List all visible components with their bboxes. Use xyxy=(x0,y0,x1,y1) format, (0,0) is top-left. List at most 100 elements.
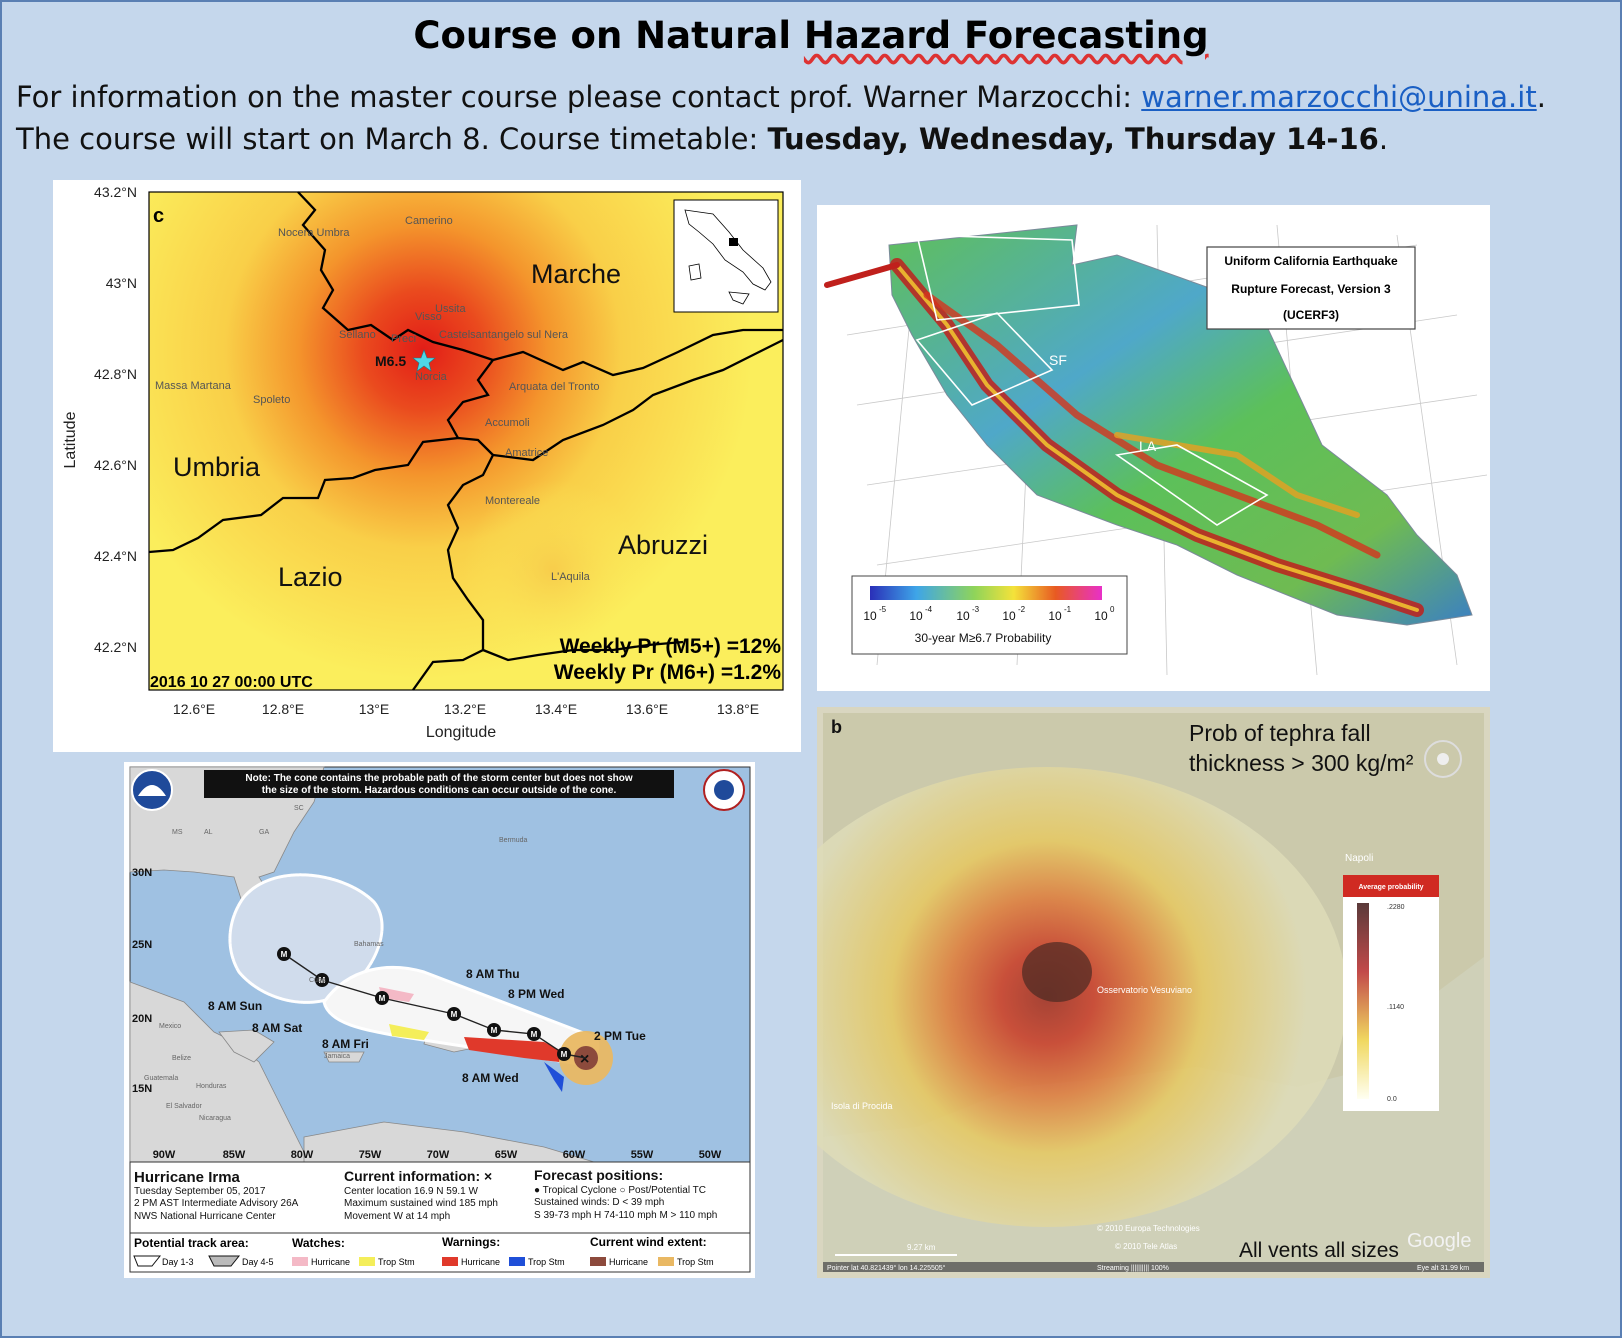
procida-label: Isola di Procida xyxy=(831,1101,893,1111)
lon-labels: 90W 85W 80W 75W 70W 65W 60W 55W 50W xyxy=(153,1149,722,1161)
svg-text:55W: 55W xyxy=(631,1149,654,1161)
svg-text:10: 10 xyxy=(1094,609,1108,623)
storm-info: Hurricane Irma Tuesday September 05, 201… xyxy=(134,1167,717,1222)
svg-text:Hurricane Irma: Hurricane Irma xyxy=(134,1169,241,1186)
noaa-logo xyxy=(131,769,173,811)
svg-text:Nicaragua: Nicaragua xyxy=(199,1115,231,1122)
svg-text:13.2°E: 13.2°E xyxy=(444,701,486,717)
svg-text:10: 10 xyxy=(1048,609,1062,623)
svg-text:Trop Stm: Trop Stm xyxy=(378,1257,415,1267)
region-labels: Marche Umbria Lazio Abruzzi xyxy=(173,259,708,592)
svg-text:8 AM Thu: 8 AM Thu xyxy=(466,967,520,981)
svg-text:M: M xyxy=(319,976,326,985)
google-logo: Google xyxy=(1407,1230,1472,1252)
land-masses xyxy=(129,766,595,1163)
forecast-labels: 8 AM Thu 8 PM Wed 2 PM Tue 8 AM Wed 8 AM… xyxy=(208,967,646,1085)
tephra-fall-map: b Prob of tephra fall thickness > 300 kg… xyxy=(817,707,1490,1278)
svg-text:El Salvador: El Salvador xyxy=(166,1103,202,1110)
lat-labels: 30N 25N 20N 15N xyxy=(132,867,152,1095)
y-axis-label: Latitude xyxy=(62,411,79,468)
forecast-points xyxy=(277,947,571,1061)
svg-text:Massa Martana: Massa Martana xyxy=(155,380,232,392)
svg-text:80W: 80W xyxy=(291,1149,314,1161)
tephra-title-line1: Prob of tephra fall xyxy=(1189,720,1371,746)
svg-text:Jamaica: Jamaica xyxy=(324,1053,350,1060)
svg-text:42.8°N: 42.8°N xyxy=(94,366,137,382)
svg-text:42.2°N: 42.2°N xyxy=(94,639,137,655)
svg-text:Bermuda: Bermuda xyxy=(499,837,528,844)
timetable-period: . xyxy=(1378,122,1389,156)
start-text: The course will start on March 8. Course… xyxy=(16,122,768,156)
copyright-2: © 2010 Tele Atlas xyxy=(1115,1242,1177,1251)
current-position-icon: × xyxy=(580,1051,589,1068)
svg-text:M: M xyxy=(451,1010,458,1019)
svg-text:M: M xyxy=(379,994,386,1003)
svg-text:Rupture Forecast, Version 3: Rupture Forecast, Version 3 xyxy=(1231,282,1391,296)
svg-text:12.6°E: 12.6°E xyxy=(173,701,215,717)
svg-text:AL: AL xyxy=(204,829,213,836)
svg-text:Uniform California Earthquake: Uniform California Earthquake xyxy=(1224,254,1398,268)
la-label: LA xyxy=(1139,438,1157,454)
svg-text:.2280: .2280 xyxy=(1387,904,1405,911)
svg-text:Cuba: Cuba xyxy=(309,977,326,984)
svg-text:Arquata del Tronto: Arquata del Tronto xyxy=(509,381,600,393)
all-vents-label: All vents all sizes xyxy=(1239,1239,1399,1262)
svg-text:Warnings:: Warnings: xyxy=(442,1235,500,1249)
svg-text:-1: -1 xyxy=(1064,605,1072,614)
svg-text:42.6°N: 42.6°N xyxy=(94,457,137,473)
svg-text:Guatemala: Guatemala xyxy=(144,1075,178,1082)
svg-text:-3: -3 xyxy=(972,605,980,614)
ucerf3-california-map: SF LA Uniform California Earthquake Rupt… xyxy=(817,205,1490,691)
status-pointer: Pointer lat 40.821439° lon 14.225505° xyxy=(827,1264,946,1272)
svg-text:GA: GA xyxy=(259,829,269,836)
italy-forecast-map: 43.2°N 43°N 42.8°N 42.6°N 42.4°N 42.2°N … xyxy=(53,180,801,752)
svg-text:Hurricane: Hurricane xyxy=(461,1257,500,1267)
svg-text:● Tropical Cyclone ○ Post/Po: ● Tropical Cyclone ○ Post/Potential TC xyxy=(534,1185,706,1196)
region-borders xyxy=(148,191,784,691)
weekly-prob-m5: Weekly Pr (M5+) =12% xyxy=(560,635,782,658)
svg-text:Belize: Belize xyxy=(172,1055,191,1062)
svg-text:70W: 70W xyxy=(427,1149,450,1161)
svg-text:13°E: 13°E xyxy=(359,701,390,717)
svg-text:Hurricane: Hurricane xyxy=(311,1257,350,1267)
town-labels: Camerino Nocera Umbra Ussita Visso Sella… xyxy=(155,215,600,583)
timetable-line: The course will start on March 8. Course… xyxy=(16,122,1388,156)
california-landmass xyxy=(888,224,1473,626)
svg-text:SC: SC xyxy=(294,805,304,812)
forecast-date: 2016 10 27 00:00 UTC xyxy=(150,674,313,691)
svg-text:65W: 65W xyxy=(495,1149,518,1161)
svg-text:.1140: .1140 xyxy=(1387,1004,1404,1011)
svg-text:30N: 30N xyxy=(132,867,152,879)
svg-text:Trop Stm: Trop Stm xyxy=(677,1257,714,1267)
svg-text:13.6°E: 13.6°E xyxy=(626,701,668,717)
svg-text:Movement W at 14 mph: Movement W at 14 mph xyxy=(344,1211,450,1222)
svg-text:Day 1-3: Day 1-3 xyxy=(162,1257,194,1267)
svg-text:Potential track area:: Potential track area: xyxy=(134,1236,249,1250)
cone-note: Note: The cone contains the probable pat… xyxy=(204,770,674,798)
svg-text:8 PM Wed: 8 PM Wed xyxy=(508,987,564,1001)
svg-text:Abruzzi: Abruzzi xyxy=(618,530,708,560)
svg-text:15N: 15N xyxy=(132,1083,152,1095)
svg-text:Visso: Visso xyxy=(415,311,442,323)
svg-text:S 39-73 mph H 74-110 mph M >: S 39-73 mph H 74-110 mph M > 110 mph xyxy=(534,1210,717,1221)
nws-logo xyxy=(703,769,745,811)
svg-text:Montereale: Montereale xyxy=(485,495,540,507)
svg-text:10: 10 xyxy=(863,609,877,623)
svg-text:L'Aquila: L'Aquila xyxy=(551,571,591,583)
svg-text:Spoleto: Spoleto xyxy=(253,394,290,406)
svg-text:Ussita: Ussita xyxy=(435,303,466,315)
email-link[interactable]: warner.marzocchi@unina.it xyxy=(1141,80,1537,114)
svg-text:0.0: 0.0 xyxy=(1387,1096,1397,1103)
epicenter-star-icon xyxy=(412,349,436,372)
svg-text:-2: -2 xyxy=(1018,605,1026,614)
svg-text:50W: 50W xyxy=(699,1149,722,1161)
svg-text:2 PM AST Intermediate Advisory: 2 PM AST Intermediate Advisory 26A xyxy=(134,1198,299,1209)
event-label: M6.5 xyxy=(375,353,406,369)
svg-text:42.4°N: 42.4°N xyxy=(94,548,137,564)
svg-text:8 AM Wed: 8 AM Wed xyxy=(462,1071,519,1085)
svg-text:Marche: Marche xyxy=(531,259,621,289)
svg-text:0: 0 xyxy=(1110,605,1115,614)
hurricane-legend: Potential track area: Watches: Warnings:… xyxy=(130,1232,750,1267)
ucerf3-title-box: Uniform California Earthquake Rupture Fo… xyxy=(1206,246,1416,330)
svg-text:10: 10 xyxy=(909,609,923,623)
